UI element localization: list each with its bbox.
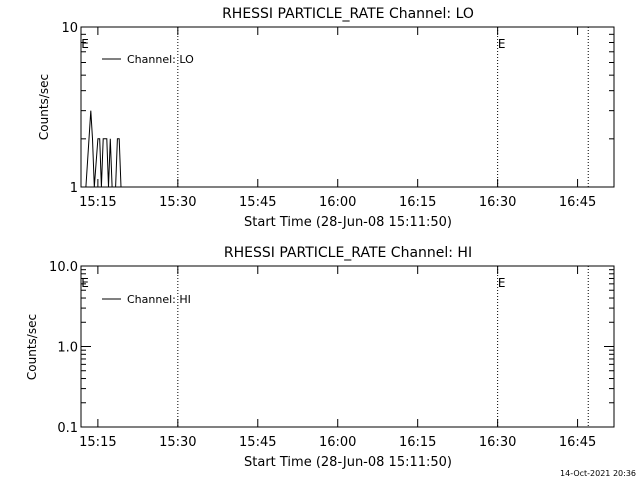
event-marker-label: E	[81, 276, 89, 290]
axis-ticks: 15:15 15:30 15:45 16:00 16:15 16:30 16:45 0.1 1.…	[49, 260, 614, 450]
x-tick-label: 15:45	[239, 435, 276, 450]
x-tick-label: 16:30	[479, 435, 516, 450]
x-tick-label: 16:45	[559, 435, 596, 450]
chart-title: RHESSI PARTICLE_RATE Channel: LO	[222, 6, 474, 22]
chart-panel-lo: RHESSI PARTICLE_RATE Channel: LO Counts/…	[37, 6, 615, 230]
legend: Channel: LO	[102, 53, 194, 66]
legend: Channel: HI	[102, 293, 191, 306]
x-tick-label: 16:00	[319, 435, 356, 450]
x-axis-label: Start Time (28-Jun-08 15:11:50)	[244, 215, 452, 230]
y-tick-label: 0.1	[57, 421, 78, 436]
x-tick-label: 15:15	[79, 435, 116, 450]
event-marker-label: E	[81, 37, 89, 51]
axis-ticks: 15:15 15:30 15:45 16:00 16:15 16:30 16:45 1 10	[61, 21, 614, 210]
x-tick-label: 15:15	[79, 195, 116, 210]
x-tick-label: 16:15	[399, 435, 436, 450]
y-tick-label: 1	[70, 181, 78, 196]
chart-title: RHESSI PARTICLE_RATE Channel: HI	[224, 245, 472, 261]
series-line	[85, 110, 122, 188]
x-tick-label: 16:15	[399, 195, 436, 210]
data-series	[85, 110, 122, 188]
x-tick-label: 16:00	[319, 195, 356, 210]
legend-entry-lo: Channel: LO	[127, 53, 194, 66]
x-axis-label: Start Time (28-Jun-08 15:11:50)	[244, 455, 452, 470]
y-tick-label: 10	[61, 21, 78, 36]
x-tick-label: 16:45	[559, 195, 596, 210]
x-tick-label: 16:30	[479, 195, 516, 210]
chart-panel-hi: RHESSI PARTICLE_RATE Channel: HI Counts/…	[25, 245, 615, 470]
footer-timestamp: 14-Oct-2021 20:36	[560, 469, 636, 478]
x-tick-label: 15:30	[159, 195, 196, 210]
legend-entry-hi: Channel: HI	[127, 293, 191, 306]
event-marker-label: E	[498, 276, 506, 290]
x-tick-label: 15:45	[239, 195, 276, 210]
y-axis-label: Counts/sec	[25, 314, 39, 380]
x-tick-label: 15:30	[159, 435, 196, 450]
y-axis-label: Counts/sec	[37, 74, 51, 140]
plot-frame	[80, 26, 615, 188]
event-marker-label: E	[498, 37, 506, 51]
y-tick-label: 10.0	[49, 260, 78, 275]
plot-frame	[80, 265, 615, 428]
y-tick-label: 1.0	[57, 341, 78, 356]
